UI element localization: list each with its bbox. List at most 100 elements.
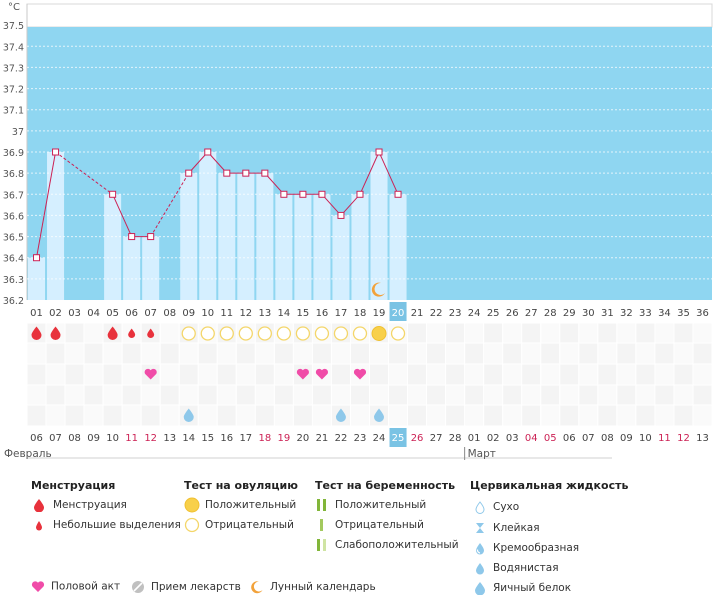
- eggwhite-fluid-drop-icon: [374, 408, 385, 422]
- grid-cell: [388, 404, 409, 427]
- grid-cell: [502, 363, 523, 386]
- cycle-day-label: 13: [258, 308, 271, 319]
- grid-cell: [216, 363, 237, 386]
- menstruation-drop-icon: [31, 326, 42, 340]
- day-axis-bg: [27, 300, 712, 322]
- dry-drop-icon: [475, 501, 485, 514]
- cycle-day-label: 26: [506, 308, 519, 319]
- temperature-line-segment: [207, 151, 228, 174]
- grid-cell: [159, 363, 180, 386]
- grid-cell: [521, 322, 542, 345]
- temperature-line-segment: [55, 151, 113, 195]
- legend-pregnancy-positive: Положительный: [315, 498, 426, 512]
- date-label: 27: [430, 433, 443, 444]
- single-stripe-icon: [320, 519, 323, 531]
- grid-cell: [121, 404, 142, 427]
- watery-drop-icon: [476, 563, 484, 575]
- grid-cell: [216, 342, 237, 365]
- grid-cell: [464, 322, 485, 345]
- legend-cervical-eggwhite: Яичный белок: [474, 581, 571, 595]
- ovulation-negative-icon: [238, 326, 253, 341]
- grid-cell: [83, 404, 104, 427]
- cycle-day-label: 16: [316, 308, 329, 319]
- grid-cell: [102, 342, 123, 365]
- positive-circle-icon: [184, 497, 200, 513]
- grid-cell: [45, 384, 66, 407]
- temperature-point: [318, 190, 326, 198]
- grid-cell: [64, 342, 85, 365]
- date-label: 12: [144, 433, 157, 444]
- grid-cell: [349, 384, 371, 407]
- temperature-line-segment: [36, 151, 57, 258]
- moon-icon: [251, 581, 263, 594]
- grid-cell: [216, 404, 237, 427]
- grid-cell: [426, 322, 447, 345]
- grid-cell: [559, 342, 580, 365]
- date-label: 07: [49, 433, 62, 444]
- date-label: 02: [487, 433, 500, 444]
- y-tick-label: 37.2: [3, 85, 24, 96]
- grid-cell: [140, 384, 161, 407]
- grid-cell: [654, 404, 675, 427]
- heart-icon: [31, 581, 45, 592]
- legend-cervical-watery: Водянистая: [474, 561, 559, 575]
- grid-cell: [445, 384, 466, 407]
- grid-cell: [635, 384, 656, 407]
- grid-cell: [388, 363, 409, 386]
- grid-cell: [330, 384, 351, 407]
- cycle-day-label: 31: [601, 308, 614, 319]
- cycle-day-label: 09: [182, 308, 195, 319]
- date-label: 18: [258, 433, 271, 444]
- date-label: 21: [316, 433, 329, 444]
- grid-cell: [692, 404, 713, 427]
- y-tick-label: 37.3: [3, 63, 24, 74]
- temperature-point: [147, 233, 155, 241]
- grid-cell: [502, 384, 523, 407]
- temperature-bar: [351, 194, 369, 300]
- grid-cell: [635, 363, 656, 386]
- grid-cell: [407, 322, 428, 345]
- date-label: 14: [182, 433, 195, 444]
- y-tick-label: 36.7: [3, 190, 24, 201]
- cycle-day-label: 10: [201, 308, 214, 319]
- temperature-line-segment: [378, 151, 399, 195]
- grid-cell: [540, 384, 561, 407]
- legend-cervical-eggwhite-label: Яичный белок: [493, 582, 572, 594]
- legend-cervical-title: Цервикальная жидкость: [470, 479, 629, 492]
- temperature-point: [185, 169, 193, 177]
- legend-ovulation-positive-label: Положительный: [205, 499, 297, 511]
- double-stripe-icon: [317, 499, 326, 511]
- temperature-point: [394, 190, 402, 198]
- grid-cell: [369, 363, 390, 386]
- grid-cell: [407, 384, 428, 407]
- grid-cell: [673, 342, 694, 365]
- grid-cell: [616, 322, 637, 345]
- cycle-day-label: 01: [30, 308, 43, 319]
- cycle-day-label: 06: [125, 308, 138, 319]
- cycle-day-label: 33: [639, 308, 652, 319]
- date-label: 01: [468, 433, 481, 444]
- grid-cell: [159, 384, 180, 407]
- grid-cell: [159, 342, 180, 365]
- temperature-bar: [123, 236, 141, 300]
- grid-cell: [407, 342, 428, 365]
- temperature-point: [356, 190, 364, 198]
- legend-menstruation-light: Небольшие выделения: [33, 518, 181, 532]
- y-tick-label: 36.8: [3, 169, 24, 180]
- legend-intercourse-label: Половой акт: [51, 580, 121, 593]
- legend-cervical-creamy-label: Кремообразная: [493, 542, 580, 554]
- temperature-line-segment: [340, 193, 361, 216]
- legend-moon-label: Лунный календарь: [270, 581, 376, 593]
- grid-cell: [407, 404, 428, 427]
- ovulation-negative-icon: [390, 326, 406, 341]
- grid-cell: [597, 384, 618, 407]
- cycle-day-label: 22: [430, 308, 443, 319]
- legend-cervical-creamy: Кремообразная: [474, 541, 579, 555]
- grid-cell: [102, 363, 123, 386]
- cycle-day-label: 18: [354, 308, 367, 319]
- grid-cell: [64, 322, 85, 345]
- date-label: 04: [525, 433, 538, 444]
- heart-icon: [144, 368, 157, 380]
- grid-cell: [254, 404, 275, 427]
